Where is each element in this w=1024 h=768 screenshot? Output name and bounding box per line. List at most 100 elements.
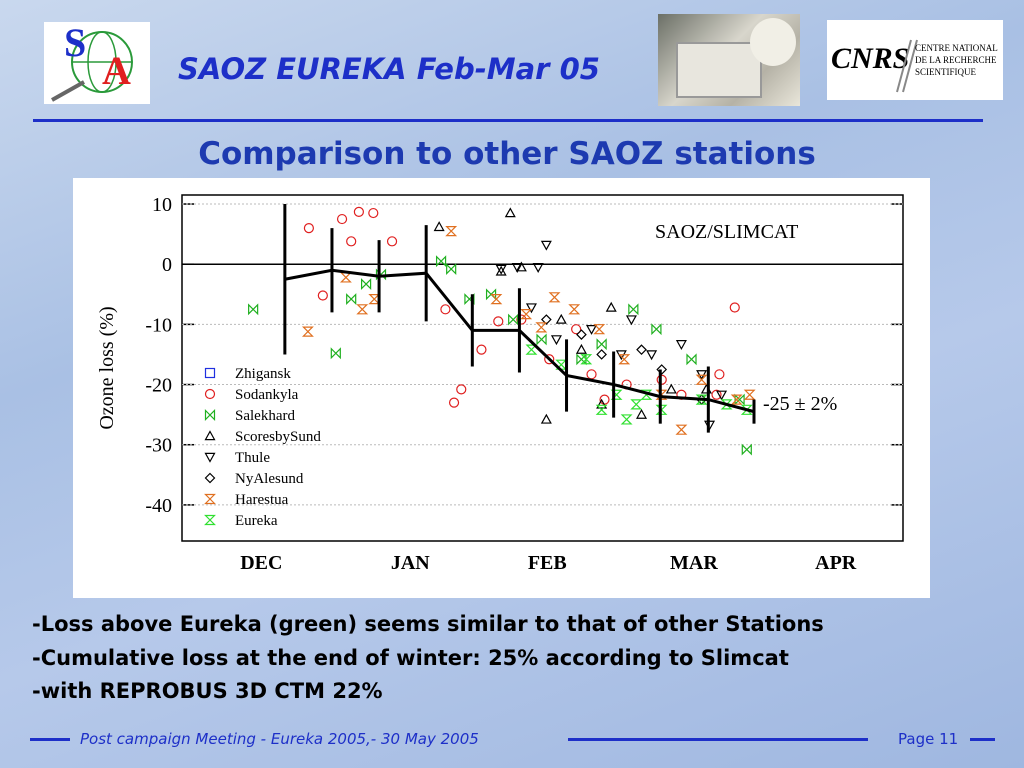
marker <box>445 226 458 237</box>
slide-title: SAOZ EUREKA Feb-Mar 05 <box>178 52 600 86</box>
plot-frame <box>181 194 904 542</box>
marker <box>204 493 216 505</box>
marker <box>741 443 752 456</box>
slide-subtitle: Comparison to other SAOZ stations <box>198 136 816 172</box>
marker <box>596 398 608 409</box>
marker <box>346 236 357 247</box>
mean-line <box>284 268 755 414</box>
marker <box>353 206 364 217</box>
marker <box>495 265 507 276</box>
marker <box>595 404 608 415</box>
marker <box>714 369 725 380</box>
marker <box>580 354 593 365</box>
marker <box>596 338 607 351</box>
marker <box>550 335 562 346</box>
marker <box>248 303 259 316</box>
photo-bear <box>750 18 796 66</box>
marker <box>446 263 457 275</box>
marker <box>620 414 633 425</box>
marker <box>630 399 643 410</box>
marker <box>204 367 216 379</box>
page-number: Page 11 <box>898 730 959 748</box>
marker <box>675 424 688 435</box>
photo <box>658 14 800 106</box>
legend-label: Harestua <box>235 492 289 508</box>
chart-background <box>73 178 930 598</box>
legend-label: Thule <box>235 450 270 466</box>
marker <box>317 290 328 301</box>
x-tick-label: FEB <box>528 552 567 574</box>
marker <box>493 316 504 327</box>
marker <box>695 374 708 385</box>
x-tick-label: APR <box>815 552 857 574</box>
logo-letter: A <box>102 48 131 93</box>
marker <box>433 221 445 232</box>
footer-rule <box>970 738 995 741</box>
marker <box>346 293 357 306</box>
marker <box>593 324 606 335</box>
marker <box>571 324 582 335</box>
marker <box>204 514 216 526</box>
legend-label: Zhigansk <box>235 366 291 382</box>
marker <box>628 303 639 316</box>
marker <box>651 323 662 336</box>
marker <box>330 347 341 360</box>
y-tick-label: -20 <box>145 375 172 397</box>
marker <box>303 222 314 234</box>
marker <box>204 409 216 421</box>
logo-sa: S A <box>44 20 150 104</box>
marker <box>204 472 216 484</box>
logo-cnrs-graphic: CNRS CENTRE NATIONAL DE LA RECHERCHE SCI… <box>831 39 998 93</box>
marker <box>508 313 519 326</box>
marker <box>555 313 567 324</box>
marker <box>204 452 216 463</box>
marker <box>716 390 728 401</box>
marker <box>504 207 516 218</box>
header-rule <box>33 119 983 122</box>
y-tick-label: 0 <box>162 254 172 276</box>
footer-rule <box>568 738 868 741</box>
photo-box <box>676 42 762 98</box>
cnrs-line: SCIENTIFIQUE <box>915 67 976 77</box>
marker <box>204 388 216 400</box>
marker <box>618 354 631 365</box>
y-tick-label: -10 <box>145 314 172 336</box>
marker <box>516 314 527 325</box>
marker <box>544 354 555 365</box>
marker <box>610 389 623 400</box>
marker <box>729 302 740 313</box>
marker <box>625 315 637 326</box>
marker <box>368 294 381 305</box>
y-tick-label: -40 <box>145 495 172 517</box>
legend-label: ScoresbySund <box>235 429 321 445</box>
y-tick-label: 10 <box>152 194 172 216</box>
annotation: -25 ± 2% <box>763 393 837 415</box>
annotation: SAOZ/SLIMCAT <box>655 221 798 243</box>
marker <box>448 397 460 408</box>
marker <box>360 278 372 291</box>
marker <box>540 314 552 325</box>
marker <box>605 301 617 312</box>
marker <box>386 236 398 247</box>
footer-text: Post campaign Meeting - Eureka 2005,- 30… <box>80 730 479 748</box>
x-tick-label: MAR <box>670 552 718 574</box>
marker <box>540 413 552 424</box>
marker <box>511 263 523 273</box>
marker <box>640 389 653 400</box>
y-tick-label: -30 <box>145 435 172 457</box>
footer-rule <box>30 738 70 741</box>
marker <box>586 324 598 335</box>
marker <box>301 326 314 337</box>
marker <box>490 294 503 305</box>
chart: Ozone loss (%) SAOZ/SLIMCAT -25 ± 2% 10 0… <box>73 178 930 598</box>
marker <box>576 329 587 340</box>
marker <box>525 303 537 314</box>
marker <box>635 408 648 419</box>
marker <box>532 263 544 273</box>
legend-label: Sodankyla <box>235 387 299 403</box>
marker <box>646 350 658 361</box>
x-tick-label: DEC <box>240 552 282 574</box>
marker <box>515 261 527 272</box>
logo-letter: S <box>64 22 86 65</box>
